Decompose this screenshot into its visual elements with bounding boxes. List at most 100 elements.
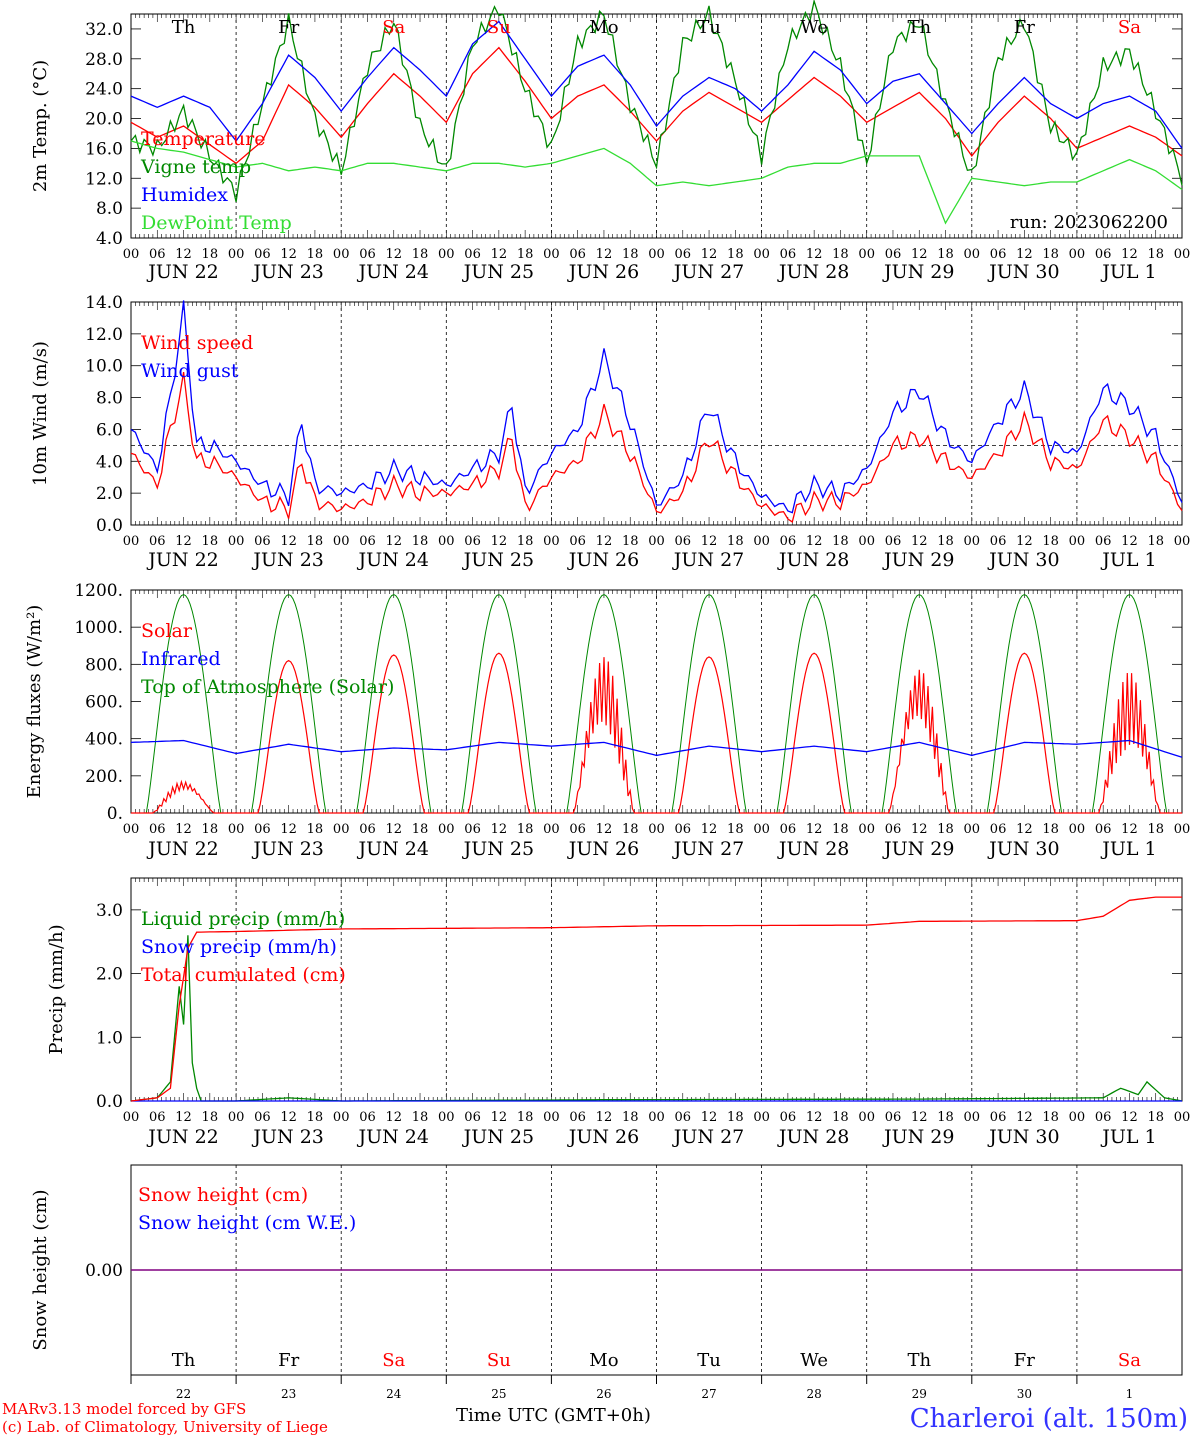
y-tick-label: 200. [85, 767, 123, 787]
hour-label: 00 [543, 534, 560, 549]
hour-label: 12 [701, 534, 718, 549]
y-tick-label: 4.0 [96, 452, 123, 472]
hour-label: 18 [202, 534, 219, 549]
y-axis-label: Precip (mm/h) [46, 924, 67, 1054]
hour-label: 06 [569, 822, 586, 837]
hour-label: 18 [622, 247, 639, 262]
date-label: JUN 27 [672, 1126, 744, 1148]
hour-label: 06 [464, 822, 481, 837]
hour-label: 18 [307, 822, 324, 837]
hour-label: 00 [1174, 822, 1191, 837]
hour-label: 00 [438, 822, 455, 837]
hour-label: 00 [123, 534, 140, 549]
hour-label: 06 [885, 1110, 902, 1125]
date-label: JUN 24 [357, 549, 429, 571]
hour-label: 12 [491, 534, 508, 549]
hour-label: 12 [1121, 1110, 1138, 1125]
date-label: JUN 22 [146, 1126, 218, 1148]
hour-label: 06 [990, 822, 1007, 837]
hour-label: 18 [832, 247, 849, 262]
hour-label: 12 [596, 247, 613, 262]
y-tick-label: 6.0 [96, 420, 123, 440]
date-label: JUN 26 [567, 1126, 639, 1148]
hour-label: 06 [464, 247, 481, 262]
date-label: JUN 26 [567, 838, 639, 860]
hour-label: 12 [596, 1110, 613, 1125]
y-axis-label: Snow height (cm) [30, 1189, 51, 1350]
y-tick-label: 8.0 [96, 389, 123, 409]
hour-label: 00 [438, 247, 455, 262]
date-label: JUN 25 [462, 549, 534, 571]
hour-label: 18 [307, 534, 324, 549]
hour-label: 12 [280, 534, 297, 549]
station-name: Charleroi (alt. 150m) [909, 1404, 1188, 1434]
y-tick-label: 0.0 [96, 516, 123, 536]
legend-entry: Wind speed [141, 332, 253, 354]
y-tick-label: 400. [85, 730, 123, 750]
hour-label: 18 [727, 247, 744, 262]
date-label: JUL 1 [1100, 1126, 1156, 1148]
hour-label: 18 [937, 1110, 954, 1125]
hour-label: 06 [1095, 534, 1112, 549]
hour-label: 18 [622, 1110, 639, 1125]
date-label: JUN 22 [146, 261, 218, 283]
hour-label: 18 [412, 534, 429, 549]
hour-label: 12 [385, 822, 402, 837]
day-name: Fr [278, 1350, 299, 1371]
hour-label: 00 [1174, 1110, 1191, 1125]
legend-entry: Infrared [141, 648, 221, 670]
hour-label: 00 [753, 247, 770, 262]
y-tick-label: 16.0 [85, 139, 123, 159]
day-name: Sa [382, 17, 405, 38]
hour-label: 06 [359, 822, 376, 837]
date-label: JUN 28 [777, 261, 849, 283]
day-name: Th [907, 17, 931, 38]
hour-label: 00 [438, 1110, 455, 1125]
time-axis-title: Time UTC (GMT+0h) [456, 1405, 651, 1426]
day-number: 24 [386, 1387, 402, 1401]
day-name: Fr [278, 17, 299, 38]
y-tick-label: 4.0 [96, 229, 123, 249]
y-tick-label: 1200. [74, 581, 123, 601]
hour-label: 12 [596, 534, 613, 549]
hour-label: 12 [911, 1110, 928, 1125]
date-label: JUN 29 [882, 261, 954, 283]
y-tick-label: 2.0 [96, 484, 123, 504]
date-label: JUN 23 [251, 1126, 323, 1148]
day-number: 23 [281, 1387, 296, 1401]
model-line-2: (c) Lab. of Climatology, University of L… [2, 1418, 328, 1436]
hour-label: 00 [964, 1110, 981, 1125]
series-line-1 [130, 935, 1183, 1102]
hour-label: 12 [280, 1110, 297, 1125]
date-label: JUN 27 [672, 261, 744, 283]
y-tick-label: 20.0 [85, 110, 123, 130]
hour-label: 18 [727, 1110, 744, 1125]
hour-label: 00 [858, 247, 875, 262]
hour-label: 00 [964, 534, 981, 549]
series-line-3 [130, 896, 1182, 1102]
hour-label: 00 [543, 247, 560, 262]
day-number: 28 [807, 1387, 822, 1401]
date-label: JUN 24 [357, 261, 429, 283]
hour-label: 18 [202, 822, 219, 837]
date-label: JUN 23 [251, 261, 323, 283]
hour-label: 18 [937, 247, 954, 262]
hour-label: 12 [806, 822, 823, 837]
hour-label: 00 [964, 822, 981, 837]
hour-label: 06 [254, 822, 271, 837]
hour-label: 06 [464, 534, 481, 549]
hour-label: 12 [385, 1110, 402, 1125]
date-label: JUN 29 [882, 838, 954, 860]
hour-label: 12 [806, 534, 823, 549]
hour-label: 12 [280, 247, 297, 262]
hour-label: 18 [1042, 822, 1059, 837]
hour-label: 00 [228, 1110, 245, 1125]
hour-label: 18 [1147, 822, 1164, 837]
run-label: run: 2023062200 [1010, 212, 1168, 233]
hour-label: 18 [622, 534, 639, 549]
date-label: JUN 23 [251, 838, 323, 860]
series-line-2 [130, 0, 1183, 203]
y-tick-label: 600. [85, 693, 123, 713]
day-name: Tu [697, 17, 721, 38]
